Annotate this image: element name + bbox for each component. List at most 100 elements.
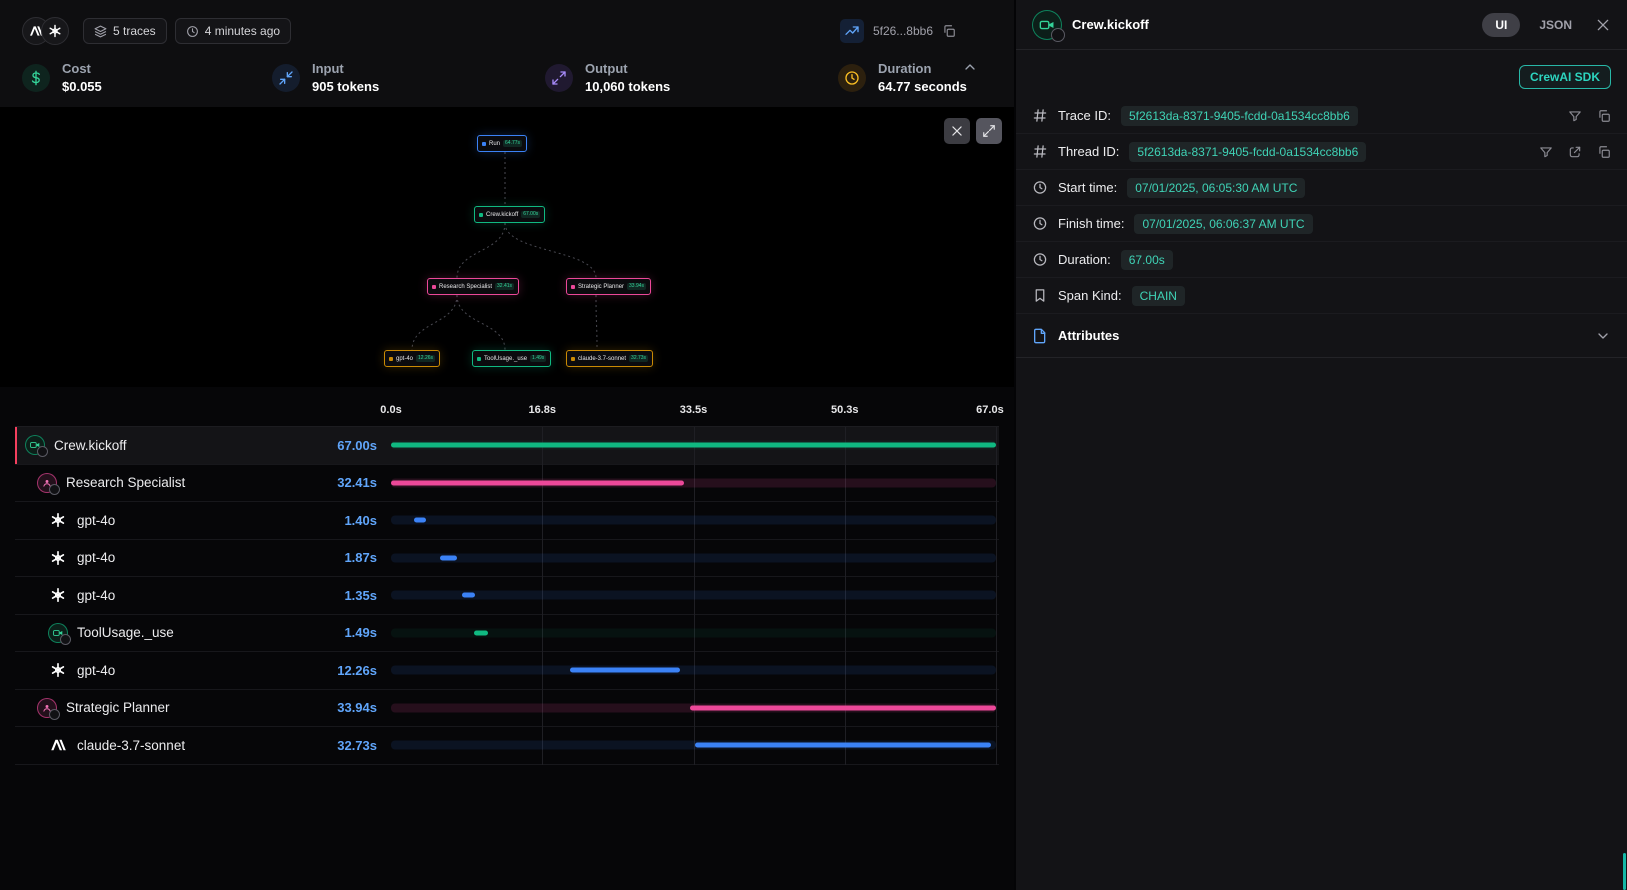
detail-value[interactable]: 5f2613da-8371-9405-fcdd-0a1534cc8bb6	[1121, 106, 1358, 126]
trace-row-gpt-4o[interactable]: gpt-4o1.40s	[15, 502, 999, 540]
traces-count-badge[interactable]: 5 traces	[83, 18, 167, 44]
graph-node-research-specialist[interactable]: Research Specialist32.41s	[427, 278, 519, 295]
trace-row-crew-kickoff[interactable]: Crew.kickoff67.00s	[15, 427, 999, 465]
span-track	[391, 516, 996, 525]
trace-row-name: Research Specialist32.41s	[15, 473, 391, 493]
input-tokens-icon	[272, 64, 300, 92]
trace-graph[interactable]: Run64.77s Crew.kickoff67.00s Research Spec…	[0, 107, 1014, 387]
openai-logo-icon	[48, 548, 68, 568]
trace-row-toolusage-use[interactable]: ToolUsage._use1.49s	[15, 615, 999, 653]
graph-node-crew-kickoff[interactable]: Crew.kickoff67.00s	[474, 206, 545, 223]
span-duration: 32.73s	[337, 738, 391, 753]
openai-logo-icon	[48, 510, 68, 530]
copy-icon[interactable]	[1597, 145, 1611, 159]
clock-icon	[1032, 252, 1048, 267]
span-duration: 1.87s	[344, 550, 391, 565]
stat-input: Input 905 tokens	[272, 61, 545, 94]
sdk-row: CrewAI SDK	[1016, 50, 1627, 98]
span-name: Strategic Planner	[66, 700, 170, 715]
node-label: gpt-4o	[396, 356, 413, 362]
attributes-section[interactable]: Attributes	[1016, 314, 1627, 358]
trend-icon[interactable]	[840, 19, 864, 43]
span-name: claude-3.7-sonnet	[77, 738, 185, 753]
stat-label: Output	[585, 61, 670, 76]
scrollbar-thumb[interactable]	[1623, 853, 1626, 890]
crew-icon	[1032, 10, 1062, 40]
funnel-icon[interactable]	[1568, 109, 1582, 123]
span-bar[interactable]	[570, 668, 681, 673]
node-type-dot	[389, 357, 393, 361]
span-bar[interactable]	[690, 705, 996, 710]
collapse-stats-icon[interactable]	[962, 59, 978, 75]
openai-logo-icon	[41, 17, 69, 45]
node-duration-chip: 33.94s	[627, 283, 646, 290]
span-duration: 1.40s	[344, 513, 391, 528]
span-bar[interactable]	[474, 630, 487, 635]
anthropic-logo-icon	[48, 735, 68, 755]
detail-value[interactable]: 5f2613da-8371-9405-fcdd-0a1534cc8bb6	[1129, 142, 1366, 162]
agent-icon	[37, 698, 57, 718]
stat-value: 64.77 seconds	[878, 79, 967, 94]
graph-node-claude-3-7-sonnet[interactable]: claude-3.7-sonnet32.73s	[566, 350, 653, 367]
detail-value[interactable]: CHAIN	[1132, 286, 1185, 306]
chevron-down-icon[interactable]	[1595, 328, 1611, 344]
span-bar[interactable]	[462, 593, 474, 598]
trace-row-name: ToolUsage._use1.49s	[15, 623, 391, 643]
sdk-badge[interactable]: CrewAI SDK	[1519, 65, 1611, 89]
span-bar[interactable]	[391, 443, 996, 448]
trace-age-badge[interactable]: 4 minutes ago	[175, 18, 291, 44]
trace-row-name: Crew.kickoff67.00s	[15, 435, 391, 455]
detail-row-span-kind: Span Kind: CHAIN	[1016, 278, 1627, 314]
detail-fields: Trace ID: 5f2613da-8371-9405-fcdd-0a1534c…	[1016, 98, 1627, 314]
trace-age-label: 4 minutes ago	[205, 24, 280, 38]
detail-value[interactable]: 67.00s	[1121, 250, 1173, 270]
tab-ui[interactable]: UI	[1482, 13, 1520, 37]
span-duration: 1.49s	[344, 625, 391, 640]
topbar: 5 traces 4 minutes ago 5f26...8bb6	[22, 14, 992, 48]
span-bar[interactable]	[695, 743, 991, 748]
trace-row-gpt-4o[interactable]: gpt-4o1.35s	[15, 577, 999, 615]
graph-node-gpt-4o[interactable]: gpt-4o12.26s	[384, 350, 440, 367]
agent-icon	[37, 473, 57, 493]
detail-value[interactable]: 07/01/2025, 06:05:30 AM UTC	[1127, 178, 1305, 198]
stat-output: Output 10,060 tokens	[545, 61, 838, 94]
axis-tick: 33.5s	[680, 404, 708, 416]
trace-row-name: claude-3.7-sonnet 32.73s	[15, 735, 391, 755]
graph-expand-button[interactable]	[976, 118, 1002, 144]
graph-node-toolusage-use[interactable]: ToolUsage._use1.49s	[472, 350, 551, 367]
tab-json[interactable]: JSON	[1530, 13, 1581, 37]
copy-icon[interactable]	[1597, 109, 1611, 123]
trace-row-gpt-4o[interactable]: gpt-4o12.26s	[15, 652, 999, 690]
stat-label: Duration	[878, 61, 967, 76]
span-bar[interactable]	[440, 555, 457, 560]
trace-row-name: gpt-4o1.35s	[15, 585, 391, 605]
detail-label: Trace ID:	[1058, 108, 1111, 123]
node-label: Research Specialist	[439, 284, 492, 290]
detail-label: Span Kind:	[1058, 288, 1122, 303]
span-bar[interactable]	[391, 480, 684, 485]
trace-view: 5 traces 4 minutes ago 5f26...8bb6 Cost	[0, 0, 1014, 890]
trace-row-strategic-planner[interactable]: Strategic Planner33.94s	[15, 690, 999, 728]
graph-close-button[interactable]	[944, 118, 970, 144]
node-type-dot	[571, 285, 575, 289]
panel-close-icon[interactable]	[1595, 17, 1611, 33]
external-icon[interactable]	[1568, 145, 1582, 159]
graph-node-run[interactable]: Run64.77s	[477, 135, 527, 152]
detail-row-trace-id: Trace ID: 5f2613da-8371-9405-fcdd-0a1534c…	[1016, 98, 1627, 134]
copy-icon[interactable]	[942, 24, 956, 38]
detail-label: Thread ID:	[1058, 144, 1119, 159]
node-label: claude-3.7-sonnet	[578, 356, 626, 362]
row-actions	[1539, 145, 1611, 159]
node-duration-chip: 32.73s	[629, 355, 648, 362]
trace-row-research-specialist[interactable]: Research Specialist32.41s	[15, 465, 999, 503]
model-logos	[22, 17, 69, 45]
span-bar[interactable]	[414, 518, 427, 523]
trace-row-gpt-4o[interactable]: gpt-4o1.87s	[15, 540, 999, 578]
stat-value: $0.055	[62, 79, 102, 94]
trace-row-claude-3-7-sonnet[interactable]: claude-3.7-sonnet 32.73s	[15, 727, 999, 765]
graph-node-strategic-planner[interactable]: Strategic Planner33.94s	[566, 278, 651, 295]
node-type-dot	[482, 142, 486, 146]
funnel-icon[interactable]	[1539, 145, 1553, 159]
detail-value[interactable]: 07/01/2025, 06:06:37 AM UTC	[1134, 214, 1312, 234]
trace-row-name: gpt-4o1.87s	[15, 548, 391, 568]
